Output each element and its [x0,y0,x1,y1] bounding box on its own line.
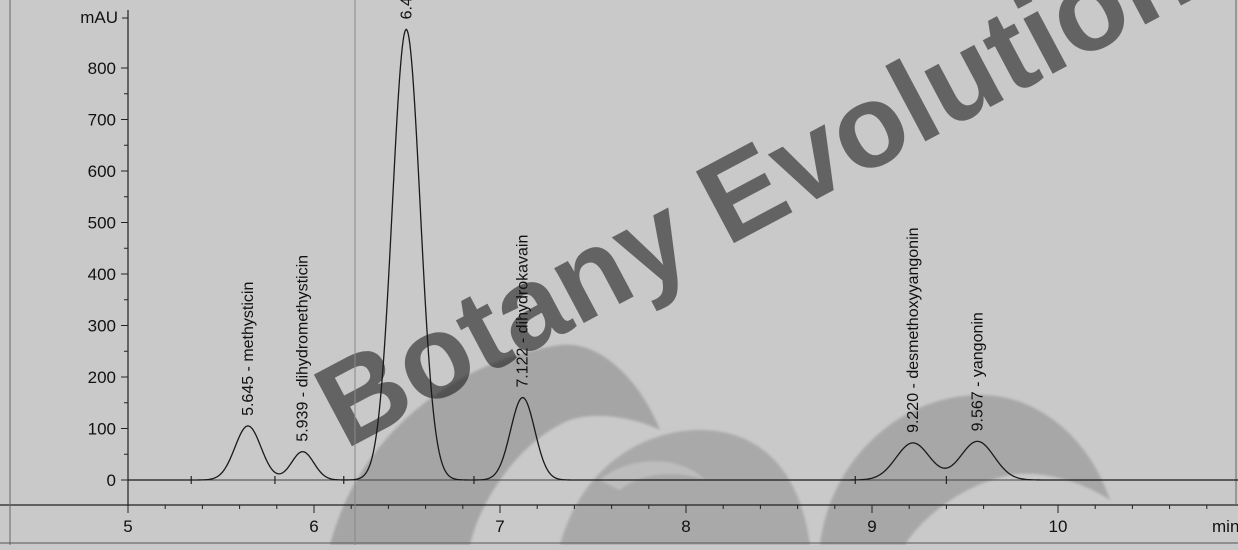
y-tick-label: 300 [88,317,116,336]
y-tick-label: 800 [88,59,116,78]
peak-labels: 5.645 - methysticin 5.939 - dihydromethys… [240,0,986,442]
peak-label: 5.645 - methysticin [240,282,257,416]
y-tick-label: 0 [107,471,116,490]
y-tick-label: 500 [88,214,116,233]
x-tick-label: 9 [867,517,876,536]
peak-label: 7.122 - dihydrokavain [515,235,532,388]
y-axis-unit-label: mAU [80,8,118,27]
y-tick-label: 400 [88,265,116,284]
x-tick-label: 5 [123,517,132,536]
y-tick-label: 200 [88,368,116,387]
x-tick-label: 8 [681,517,690,536]
watermark-logo [330,344,1110,545]
peak-label: 9.220 - desmethoxyyangonin [905,227,922,432]
y-tick-label: 100 [88,420,116,439]
peak-label: 6.496 - kavain [398,0,415,19]
x-tick-label: 7 [495,517,504,536]
x-tick-label: 10 [1049,517,1068,536]
x-tick-label: 6 [309,517,318,536]
peak-label: 5.939 - dihydromethysticin [295,255,312,442]
y-tick-label: 700 [88,111,116,130]
x-axis-unit-label: min [1212,517,1238,536]
y-tick-label: 600 [88,162,116,181]
peak-label: 9.567 - yangonin [969,312,986,431]
chromatogram-trace [128,28,1238,481]
